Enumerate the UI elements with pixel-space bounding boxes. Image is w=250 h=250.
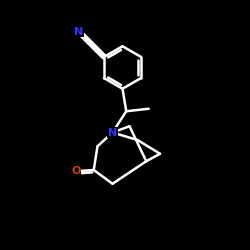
Text: O: O: [72, 166, 81, 176]
Text: N: N: [74, 27, 84, 37]
Text: N: N: [108, 128, 117, 138]
